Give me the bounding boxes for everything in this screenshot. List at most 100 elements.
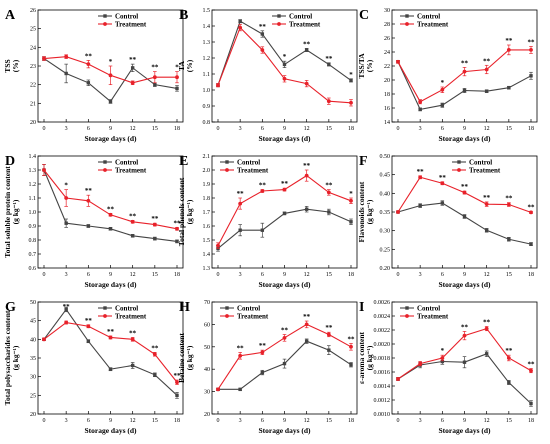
- panel-label: C: [359, 8, 369, 23]
- significance-mark: *: [441, 79, 445, 87]
- significance-mark: **: [461, 323, 469, 331]
- data-point-control: [507, 237, 511, 241]
- data-point-control: [130, 363, 135, 368]
- x-axis-label: Storage days (d): [438, 426, 491, 435]
- x-tick-label: 12: [130, 126, 136, 132]
- legend-marker-treatment: [103, 314, 107, 318]
- data-point-treatment: [42, 56, 46, 61]
- y-tick-label: 30: [30, 375, 36, 381]
- data-point-control: [282, 62, 287, 67]
- x-tick-label: 18: [174, 418, 180, 424]
- x-tick-label: 18: [348, 418, 354, 424]
- panel-label: D: [5, 154, 15, 169]
- x-tick-label: 0: [397, 272, 400, 278]
- y-tick-label: 45: [30, 319, 36, 325]
- x-tick-label: 15: [506, 126, 512, 132]
- significance-mark: **: [325, 324, 333, 332]
- y-tick-label: 1.4: [203, 24, 211, 30]
- x-tick-label: 6: [261, 272, 264, 278]
- data-point-treatment: [326, 332, 331, 337]
- y-tick-label: 20: [384, 78, 390, 84]
- data-point-treatment: [238, 353, 243, 358]
- data-point-control: [260, 370, 265, 375]
- data-point-control: [440, 201, 445, 205]
- y-tick-label: 0.30: [380, 229, 391, 235]
- legend-marker-control: [225, 160, 229, 164]
- data-point-control: [440, 359, 445, 364]
- data-point-treatment: [304, 81, 309, 86]
- data-point-treatment: [86, 324, 91, 329]
- x-tick-label: 9: [109, 272, 112, 278]
- data-point-treatment: [130, 337, 135, 342]
- legend-label-control: Control: [289, 12, 312, 20]
- legend-label-treatment: Treatment: [469, 166, 501, 174]
- y-tick-label: 35: [30, 356, 36, 362]
- y-tick-label: 24: [30, 45, 36, 51]
- y-tick-label: 0.0016: [374, 370, 391, 376]
- significance-mark: **: [505, 195, 513, 203]
- data-point-control: [418, 107, 422, 112]
- x-tick-label: 9: [283, 272, 286, 278]
- significance-mark: **: [325, 182, 333, 190]
- panel-e: 1.3 1.4 1.5 1.6 1.7 1.8 1.9 2.0 2.1 0 3 6 9 12 15 18 Sto…: [177, 154, 358, 289]
- data-point-treatment: [396, 377, 400, 381]
- data-point-treatment: [42, 337, 46, 342]
- y-tick-label: 21: [30, 101, 36, 107]
- significance-mark: **: [483, 319, 491, 327]
- data-point-treatment: [418, 99, 423, 104]
- data-point-treatment: [396, 210, 400, 214]
- x-axis-label: Storage days (d): [84, 426, 137, 435]
- data-point-control: [529, 74, 533, 78]
- data-point-treatment: [349, 100, 353, 105]
- data-point-treatment: [462, 333, 467, 338]
- y-tick-label: 50: [30, 300, 36, 306]
- significance-mark: *: [349, 190, 353, 198]
- data-point-treatment: [506, 202, 511, 207]
- x-tick-label: 18: [348, 272, 354, 278]
- y-tick-label: 18: [384, 92, 390, 98]
- x-axis-label: Storage days (d): [84, 280, 137, 289]
- data-point-treatment: [304, 173, 309, 178]
- data-point-control: [304, 207, 309, 211]
- data-point-control: [153, 82, 157, 87]
- significance-mark: **: [63, 303, 71, 311]
- x-tick-label: 18: [348, 126, 354, 132]
- panel-label: B: [179, 8, 188, 23]
- data-point-control: [153, 373, 157, 377]
- data-point-control: [108, 367, 113, 371]
- x-tick-label: 9: [283, 418, 286, 424]
- data-point-treatment: [418, 361, 423, 366]
- y-tick-label: 1.4: [29, 154, 37, 160]
- data-point-control: [327, 210, 331, 214]
- y-tick-label: 20: [30, 120, 36, 126]
- y-tick-label: 0.20: [380, 266, 391, 272]
- x-tick-label: 6: [441, 126, 444, 132]
- x-tick-label: 15: [326, 272, 332, 278]
- data-point-treatment: [108, 335, 113, 340]
- y-axis-label: (g kg⁻¹): [365, 345, 374, 370]
- data-point-treatment: [282, 76, 287, 81]
- series-line-control: [397, 202, 532, 245]
- significance-mark: **: [439, 174, 447, 182]
- y-tick-label: 1.0: [29, 210, 37, 216]
- data-point-control: [304, 339, 309, 343]
- significance-mark: **: [107, 205, 115, 213]
- x-tick-label: 0: [43, 272, 46, 278]
- x-tick-label: 18: [528, 418, 534, 424]
- data-point-treatment: [506, 356, 511, 360]
- legend-marker-treatment: [225, 314, 229, 318]
- x-tick-label: 3: [65, 272, 68, 278]
- legend-marker-treatment: [277, 22, 281, 26]
- significance-mark: **: [303, 313, 311, 321]
- x-tick-label: 12: [484, 126, 490, 132]
- x-tick-label: 3: [65, 418, 68, 424]
- x-axis-label: Storage days (d): [258, 280, 311, 289]
- y-tick-label: 0.9: [29, 224, 37, 230]
- data-point-treatment: [64, 196, 69, 200]
- y-tick-label: 24: [384, 50, 390, 56]
- plot-frame: [211, 301, 358, 415]
- x-axis-label: Storage days (d): [258, 426, 311, 435]
- significance-mark: **: [129, 56, 137, 64]
